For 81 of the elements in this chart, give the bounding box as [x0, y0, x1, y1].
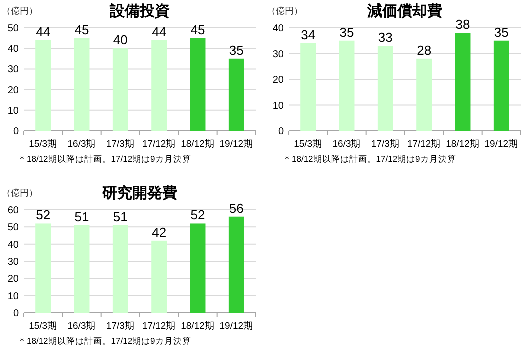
- y-tick-label: 40: [8, 44, 20, 56]
- data-label: 35: [229, 42, 244, 58]
- x-tick-label: 17/3期: [371, 138, 400, 150]
- bar: [112, 48, 128, 131]
- x-tick-label: 15/3期: [294, 138, 323, 150]
- data-label: 38: [456, 17, 470, 32]
- bar: [112, 225, 128, 313]
- bar: [378, 46, 394, 131]
- x-tick-label: 17/3期: [106, 320, 135, 332]
- text: ＊18/12期以降は計画。17/12期は9カ月決算: [283, 154, 456, 164]
- y-tick-label: 0: [13, 308, 20, 320]
- bar: [494, 40, 510, 131]
- bar: [416, 58, 432, 131]
- y-axis-title: （億円）: [2, 6, 38, 16]
- data-label: 44: [152, 24, 167, 40]
- data-label: 52: [36, 208, 51, 223]
- data-label: 51: [113, 209, 128, 224]
- data-label: 44: [36, 24, 51, 40]
- chart-title: 減価償却費: [366, 3, 442, 20]
- data-label: 34: [301, 27, 316, 42]
- y-tick-label: 0: [278, 126, 284, 138]
- x-tick-label: 17/12期: [142, 320, 176, 332]
- y-tick-label: 0: [13, 126, 20, 138]
- y-tick-label: 50: [8, 222, 20, 234]
- bar: [190, 38, 206, 131]
- text: ＊18/12期以降は計画。17/12期は9カ月決算: [18, 154, 192, 164]
- y-tick-label: 10: [8, 106, 20, 117]
- y-tick-label: 20: [8, 274, 20, 286]
- data-label: 28: [417, 42, 432, 58]
- x-tick-label: 19/12期: [220, 138, 254, 150]
- x-tick-label: 18/12期: [181, 138, 215, 150]
- x-tick-label: 16/3期: [68, 138, 96, 150]
- x-tick-label: 17/3期: [106, 138, 135, 150]
- bar: [36, 40, 52, 131]
- y-tick-label: 50: [8, 24, 20, 34]
- y-tick-label: 40: [272, 24, 284, 34]
- data-label: 33: [378, 30, 393, 46]
- x-tick-label: 18/12期: [181, 320, 215, 332]
- x-tick-label: 19/12期: [220, 320, 254, 332]
- x-tick-label: 18/12期: [446, 138, 480, 150]
- data-label: 45: [190, 22, 206, 38]
- x-tick-label: 16/3期: [68, 320, 96, 332]
- y-tick-label: 30: [8, 64, 20, 76]
- y-tick-label: 30: [8, 257, 20, 268]
- data-label: 40: [113, 32, 128, 48]
- y-tick-label: 10: [272, 100, 284, 112]
- chart-title: 研究開発費: [102, 184, 178, 202]
- x-tick-label: 17/12期: [142, 138, 176, 150]
- bar: [300, 43, 316, 131]
- data-label: 35: [340, 24, 354, 40]
- y-tick-label: 10: [8, 291, 20, 302]
- bar: [74, 225, 90, 313]
- data-label: 35: [494, 24, 509, 40]
- y-tick-label: 60: [8, 206, 20, 216]
- bar: [339, 40, 355, 131]
- data-label: 51: [74, 209, 90, 224]
- x-tick-label: 19/12期: [484, 138, 519, 150]
- y-tick-label: 30: [272, 49, 284, 60]
- x-tick-label: 15/3期: [29, 320, 58, 332]
- data-label: 42: [152, 224, 167, 240]
- bar: [228, 58, 244, 131]
- bar: [455, 33, 471, 131]
- y-tick-label: 40: [8, 240, 20, 251]
- x-tick-label: 17/12期: [407, 138, 442, 150]
- bar: [152, 40, 168, 131]
- bar: [152, 240, 168, 313]
- bar: [190, 224, 206, 313]
- y-tick-label: 20: [8, 85, 20, 96]
- bar: [228, 216, 244, 313]
- y-axis-title: （億円）: [267, 6, 303, 16]
- bar: [36, 224, 52, 313]
- x-tick-label: 15/3期: [29, 138, 58, 150]
- data-label: 52: [190, 208, 206, 223]
- data-label: 56: [229, 200, 244, 216]
- chart-title: 設備投資: [109, 3, 170, 20]
- x-tick-label: 16/3期: [332, 138, 362, 150]
- y-tick-label: 20: [272, 75, 284, 86]
- bar: [74, 38, 90, 131]
- text: ＊18/12期以降は計画。17/12期は9カ月決算: [18, 336, 192, 346]
- data-label: 45: [74, 22, 90, 38]
- y-axis-title: （億円）: [2, 188, 38, 198]
